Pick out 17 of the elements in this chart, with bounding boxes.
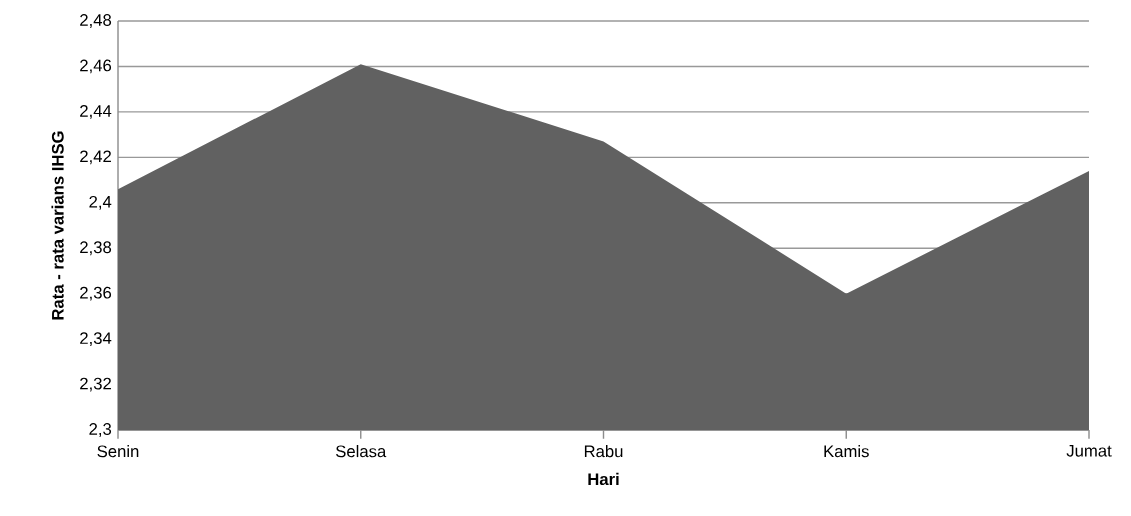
y-tick-label: 2,32 — [80, 377, 111, 392]
x-axis-title: Hari — [588, 472, 619, 486]
x-tick-label: Senin — [97, 444, 139, 458]
x-tick-label: Selasa — [336, 444, 387, 458]
x-tick-label: Rabu — [584, 444, 623, 458]
y-tick-label: 2,38 — [80, 241, 112, 256]
y-tick-label: 2,36 — [80, 286, 112, 301]
y-tick-label: 2,44 — [80, 104, 112, 119]
y-tick-label: 2,34 — [80, 332, 112, 347]
y-tick-label: 2,3 — [89, 423, 112, 437]
x-tick-label: Jumat — [1066, 444, 1112, 457]
y-tick-label: 2,42 — [80, 150, 111, 165]
y-tick-label: 2,48 — [80, 14, 112, 28]
y-tick-label: 2,4 — [89, 195, 112, 210]
y-axis-title: Rata - rata varians IHSG — [51, 131, 64, 320]
y-tick-label: 2,46 — [80, 59, 112, 74]
x-tick-label: Kamis — [824, 444, 869, 458]
